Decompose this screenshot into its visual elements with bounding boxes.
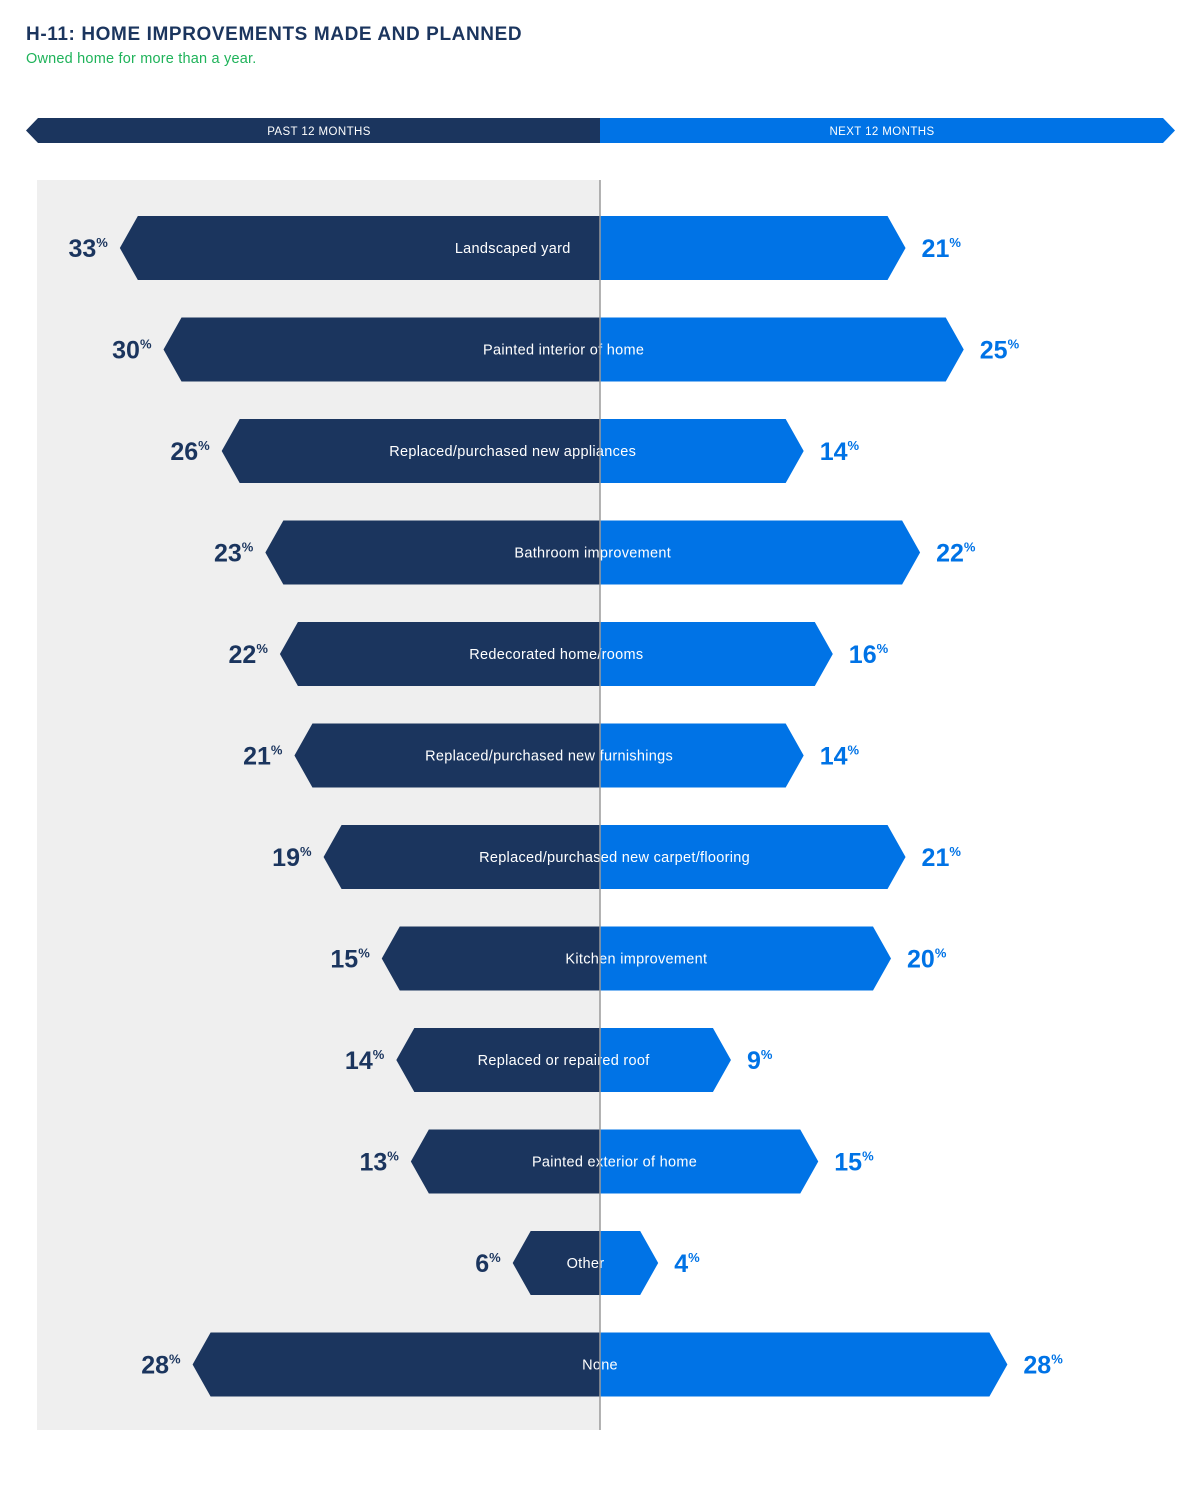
next-bar	[600, 520, 921, 585]
next-value-label: 22%	[936, 540, 976, 568]
chart-title: H-11: HOME IMPROVEMENTS MADE AND PLANNED	[26, 24, 523, 45]
past-bar	[512, 1231, 600, 1295]
next-bar	[600, 926, 891, 991]
next-bar	[600, 622, 833, 686]
past-bar	[265, 520, 600, 585]
past-bar	[192, 1332, 600, 1397]
category-label: Replaced or repaired roof	[478, 1053, 651, 1069]
past-bar	[294, 723, 600, 788]
past-bar	[410, 1129, 600, 1194]
past-bar	[279, 622, 600, 686]
past-bar	[221, 419, 600, 483]
past-bar	[323, 825, 600, 889]
next-value-label: 14%	[820, 438, 860, 466]
next-value-label: 25%	[980, 337, 1020, 365]
next-value-label: 9%	[747, 1047, 773, 1075]
category-label: Painted exterior of home	[532, 1155, 697, 1171]
next-period-arrow	[600, 118, 1175, 143]
category-label: Replaced/purchased new furnishings	[425, 749, 673, 765]
past-bar	[163, 317, 600, 382]
next-bar	[600, 1028, 731, 1092]
next-bar	[600, 1129, 819, 1194]
past-bar	[381, 926, 600, 991]
next-value-label: 4%	[674, 1250, 700, 1278]
next-bar	[600, 216, 906, 280]
next-value-label: 14%	[820, 743, 860, 771]
next-value-label: 21%	[922, 235, 962, 263]
past-bar	[119, 216, 600, 280]
category-label: Redecorated home/rooms	[469, 647, 643, 663]
category-label: Painted interior of home	[483, 343, 644, 359]
legend-past-label: PAST 12 MONTHS	[267, 126, 371, 138]
category-label: Bathroom improvement	[514, 546, 671, 562]
chart-subtitle: Owned home for more than a year.	[26, 51, 257, 67]
next-bar	[600, 825, 906, 889]
next-value-label: 28%	[1023, 1352, 1063, 1380]
category-label: Replaced/purchased new carpet/flooring	[479, 850, 750, 866]
category-label: Kitchen improvement	[565, 952, 707, 968]
next-bar	[600, 419, 804, 483]
next-bar	[600, 1332, 1008, 1397]
category-label: Other	[567, 1256, 605, 1272]
next-value-label: 21%	[922, 844, 962, 872]
next-bar	[600, 1231, 659, 1295]
category-label: Replaced/purchased new appliances	[389, 444, 636, 460]
past-bar	[396, 1028, 600, 1092]
legend-next-label: NEXT 12 MONTHS	[829, 126, 934, 138]
past-value-label: 33%	[68, 235, 108, 263]
next-value-label: 20%	[907, 946, 947, 974]
past-panel-background	[37, 180, 600, 1430]
next-value-label: 16%	[849, 641, 889, 669]
past-value-label: 28%	[141, 1352, 181, 1380]
next-bar	[600, 317, 964, 382]
category-label: Landscaped yard	[455, 241, 571, 257]
next-bar	[600, 723, 804, 788]
past-period-arrow	[26, 118, 600, 143]
next-value-label: 15%	[834, 1149, 874, 1177]
